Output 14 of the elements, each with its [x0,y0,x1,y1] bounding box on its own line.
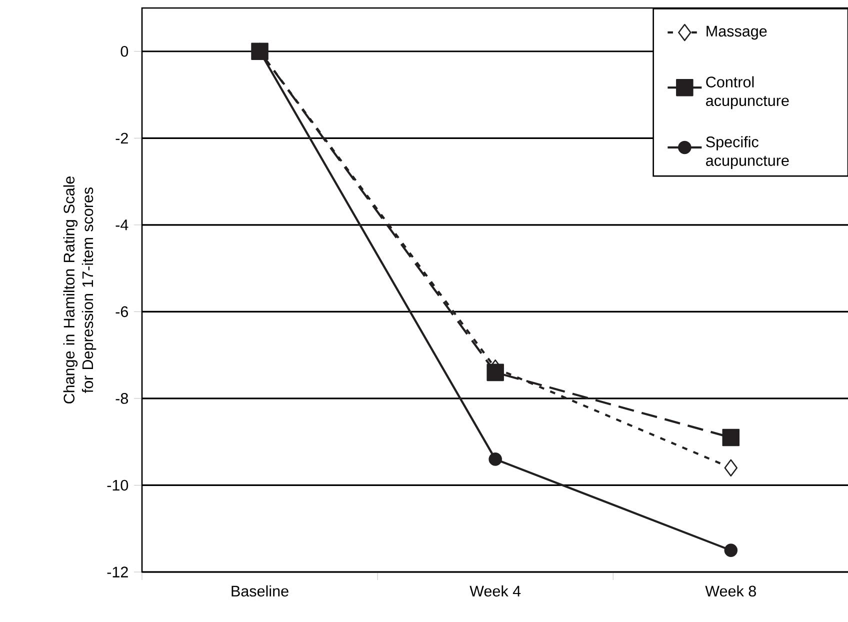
y-tick-label: 0 [120,46,128,57]
y-tick-label: -8 [116,393,128,404]
x-tick-label: Week 4 [470,585,521,597]
y-tick-label: -10 [107,480,128,491]
x-tick-label: Baseline [232,585,288,597]
y-tick-label: -4 [116,220,128,230]
y-tick-label: -6 [116,306,128,318]
y-tick-label: -2 [116,132,128,144]
legend-label: Control acupuncture [706,76,789,110]
y-axis-title: Change in Hamilton Rating Scale for Depression 17-item scores [63,176,96,404]
y-tick-label: -12 [107,566,128,578]
legend-label: Specific acupuncture [706,136,789,169]
legend-label: Massage [706,26,767,40]
x-tick-label: Week 8 [705,585,756,597]
